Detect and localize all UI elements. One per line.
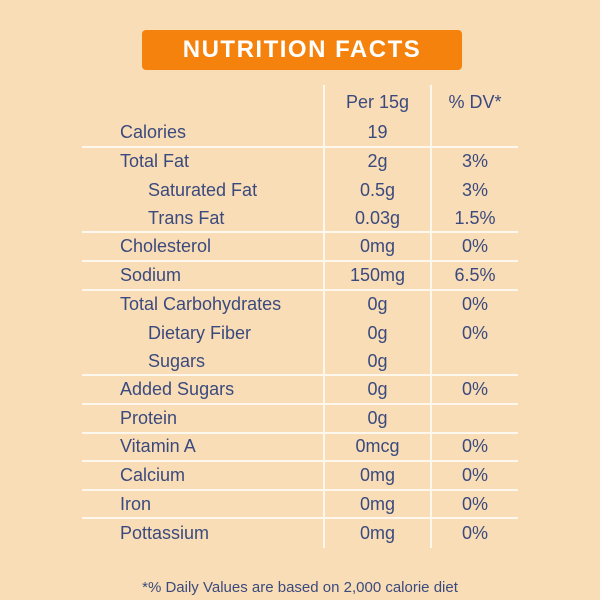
row-dv [432, 405, 518, 432]
row-dv: 0% [461, 236, 488, 257]
row-label: Protein [120, 407, 178, 428]
table-row: Total Fat 2g 3% [82, 147, 518, 177]
column-header-dv: % DV* [448, 91, 502, 112]
row-label: Cholesterol [120, 236, 212, 257]
row-amount: 0mg [323, 233, 432, 260]
table-row: Added Sugars 0g 0% [82, 376, 518, 405]
row-label: Calcium [120, 464, 186, 485]
table-row: Total Carbohydrates 0g 0% [82, 290, 518, 320]
row-dv: 0% [461, 379, 488, 400]
row-amount: 0g [323, 376, 432, 403]
nutrition-table-body: Calories 19 Total Fat 2g 3% Saturated Fat 0.5g… [82, 119, 518, 548]
table-row: Saturated Fat 0.5g 3% [82, 176, 518, 205]
row-label: Total Carbohydrates [120, 294, 282, 315]
row-dv: 0% [461, 464, 488, 485]
row-amount: 0mg [323, 462, 432, 489]
column-header-amount: Per 15g [323, 85, 432, 119]
row-amount: 0g [323, 404, 432, 432]
page-title: NUTRITION FACTS [182, 36, 422, 63]
row-dv: 3% [461, 179, 488, 200]
table-header-row: Per 15g % DV* [82, 85, 518, 119]
row-dv: 0% [461, 493, 488, 514]
title-banner: NUTRITION FACTS [142, 30, 462, 70]
row-label: Sugars [148, 350, 206, 371]
row-label: Trans Fat [148, 207, 225, 228]
row-amount: 0mg [323, 519, 432, 548]
table-row: Protein 0g [82, 404, 518, 434]
table-row: Iron 0mg 0% [82, 490, 518, 520]
row-amount: 0mcg [323, 433, 432, 461]
row-label: Pottassium [120, 523, 210, 544]
row-label: Sodium [120, 264, 182, 285]
row-dv [432, 348, 518, 375]
row-dv: 6.5% [454, 264, 496, 285]
row-label: Dietary Fiber [148, 322, 252, 343]
row-dv: 0% [461, 523, 488, 544]
row-amount: 0g [323, 290, 432, 320]
row-amount: 0g [323, 347, 432, 375]
row-label: Iron [120, 493, 152, 514]
row-amount: 0.5g [323, 176, 432, 205]
row-dv: 0% [461, 322, 488, 343]
table-row: Sodium 150mg 6.5% [82, 261, 518, 291]
row-dv: 3% [461, 151, 488, 172]
table-row: Pottassium 0mg 0% [82, 519, 518, 548]
table-row: Sugars 0g [82, 347, 518, 377]
column-header-spacer [82, 85, 323, 119]
table-row: Vitamin A 0mcg 0% [82, 433, 518, 463]
footnote: *% Daily Values are based on 2,000 calor… [142, 579, 458, 596]
row-dv: 1.5% [454, 207, 496, 228]
row-label: Added Sugars [120, 379, 235, 400]
row-amount: 0.03g [323, 204, 432, 232]
table-row: Calories 19 [82, 119, 518, 148]
table-row: Calcium 0mg 0% [82, 462, 518, 491]
row-amount: 0mg [323, 490, 432, 518]
row-dv [432, 119, 518, 146]
table-row: Cholesterol 0mg 0% [82, 233, 518, 262]
row-dv: 0% [461, 294, 488, 315]
table-row: Dietary Fiber 0g 0% [82, 319, 518, 348]
row-amount: 0g [323, 319, 432, 348]
row-amount: 150mg [323, 261, 432, 289]
row-label: Saturated Fat [148, 179, 258, 200]
row-label: Calories [120, 121, 187, 142]
row-amount: 19 [323, 119, 432, 146]
nutrition-table: Per 15g % DV* Calories 19 Total Fat 2g 3% Sat… [82, 85, 518, 548]
row-amount: 2g [323, 147, 432, 177]
table-row: Trans Fat 0.03g 1.5% [82, 204, 518, 234]
row-dv: 0% [461, 436, 488, 457]
row-label: Vitamin A [120, 436, 196, 457]
row-label: Total Fat [120, 151, 190, 172]
